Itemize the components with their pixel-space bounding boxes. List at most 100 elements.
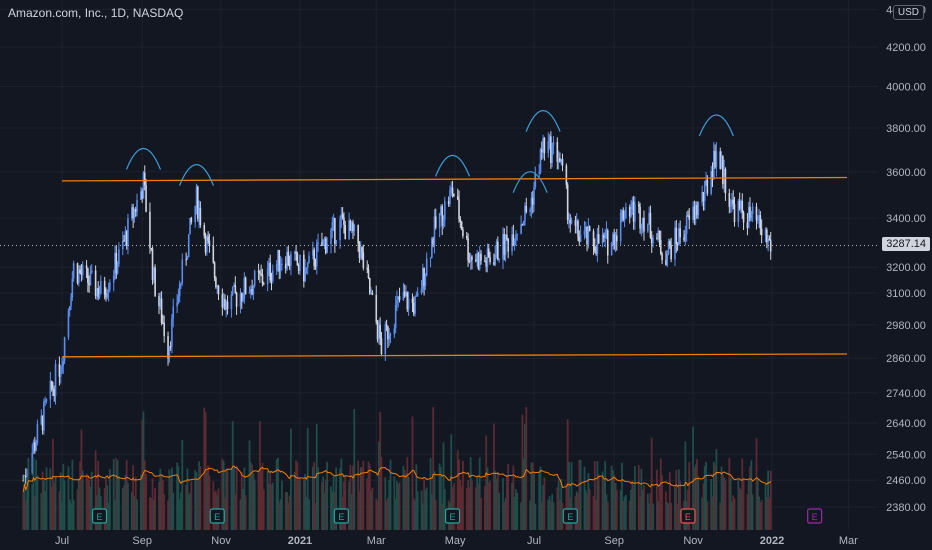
time-axis — [0, 530, 932, 550]
candle-body — [407, 298, 410, 310]
candle-body — [177, 296, 180, 303]
candle-body — [424, 275, 427, 286]
candle-body — [270, 280, 273, 282]
volume-bar — [141, 419, 144, 530]
currency-button[interactable]: USD — [892, 5, 924, 20]
candle-body — [432, 238, 434, 245]
candle-body — [384, 324, 387, 355]
candle-body — [167, 335, 169, 359]
candle-body — [266, 268, 269, 285]
y-tick-label: 3800.00 — [886, 123, 926, 135]
volume-bar — [640, 468, 643, 530]
volume-bar — [769, 470, 772, 530]
candle-body — [286, 251, 288, 269]
candle-body — [459, 219, 462, 222]
volume-bar — [178, 499, 181, 530]
candle-body — [416, 292, 419, 296]
volume-bar — [738, 488, 741, 530]
volume-bar — [284, 492, 287, 530]
candle-body — [297, 265, 300, 272]
volume-bar — [344, 476, 347, 530]
y-tick-label: 4200.00 — [886, 42, 926, 54]
volume-bar — [143, 460, 146, 530]
candle-body — [24, 475, 27, 478]
volume-bar — [693, 467, 696, 530]
volume-bar — [619, 490, 622, 530]
volume-bar — [296, 462, 299, 530]
volume-bar — [397, 484, 400, 530]
volume-bar — [443, 489, 446, 530]
volume-ma-line — [22, 465, 772, 493]
volume-bar — [124, 474, 127, 530]
earnings-marker[interactable]: E — [807, 508, 823, 524]
volume-bar — [597, 474, 600, 530]
volume-bar — [71, 459, 74, 530]
volume-bar — [212, 481, 215, 530]
candle-body — [160, 298, 163, 323]
candle-body — [178, 283, 181, 297]
earnings-marker[interactable]: E — [444, 508, 461, 524]
earnings-marker[interactable]: E — [91, 508, 108, 524]
volume-bar — [670, 502, 673, 530]
candle-body — [125, 231, 128, 246]
volume-bar — [376, 500, 379, 530]
earnings-marker[interactable]: E — [562, 508, 578, 524]
candle-body — [429, 257, 432, 259]
volume-bar — [416, 491, 419, 530]
candle-body — [719, 151, 722, 169]
candle-body — [387, 326, 389, 340]
candle-body — [538, 172, 541, 174]
volume-bar — [33, 496, 36, 530]
earnings-marker[interactable]: E — [680, 508, 696, 524]
volume-bar — [27, 457, 30, 530]
candle-body — [420, 288, 423, 293]
volume-bar — [503, 502, 506, 530]
volume-bar — [244, 495, 247, 530]
volume-bar — [756, 479, 759, 530]
volume-bar — [116, 460, 119, 530]
candle-body — [596, 234, 599, 255]
candle-body — [26, 475, 28, 478]
candle-body — [105, 294, 107, 298]
earnings-marker[interactable]: E — [333, 508, 349, 524]
volume-bar — [512, 465, 515, 530]
candle-body — [667, 241, 670, 254]
candle-body — [81, 265, 84, 275]
earnings-marker[interactable]: E — [209, 508, 225, 524]
candle-body — [331, 221, 334, 231]
volume-bar — [768, 497, 771, 530]
candle-body — [524, 205, 526, 222]
volume-bar — [724, 480, 727, 530]
candle-body — [253, 271, 256, 286]
volume-bar — [732, 495, 735, 530]
candle-body — [376, 321, 379, 340]
candle-body — [768, 238, 771, 241]
volume-bar — [368, 464, 371, 530]
volume-bar — [180, 492, 182, 530]
volume-bar — [758, 496, 760, 530]
candle-body — [512, 234, 515, 246]
candle-body — [676, 243, 679, 245]
volume-bar — [168, 469, 171, 530]
volume-bar — [384, 477, 387, 530]
candle-body — [423, 267, 425, 286]
candle-body — [760, 228, 763, 236]
candle-body — [415, 295, 418, 297]
candle-body — [357, 224, 359, 244]
candle-body — [379, 324, 381, 339]
candle-body — [272, 270, 274, 282]
candle-body — [565, 165, 568, 185]
candle-body — [198, 207, 200, 219]
volume-bar — [749, 466, 751, 530]
volume-bar — [504, 498, 507, 530]
volume-bar — [243, 467, 246, 530]
volume-bar — [112, 458, 115, 530]
x-tick-label: 2022 — [760, 535, 784, 547]
candle-body — [231, 286, 234, 295]
candle-body — [652, 237, 654, 244]
volume-bar — [720, 466, 723, 530]
candle-body — [375, 294, 378, 322]
candle-body — [190, 217, 193, 223]
candle-body — [675, 227, 678, 244]
